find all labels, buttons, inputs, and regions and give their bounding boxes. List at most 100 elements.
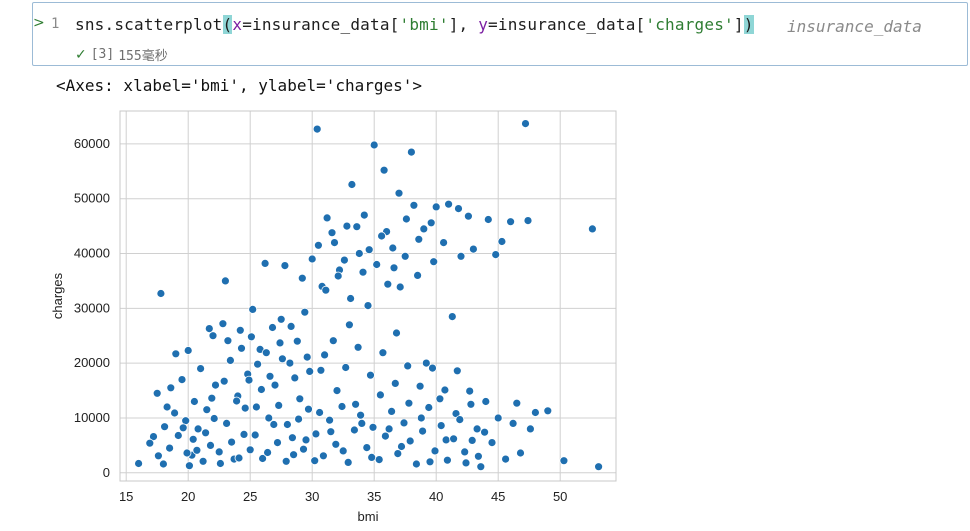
data-point [165,443,175,453]
code-y-expr: =insurance_data[ [488,15,646,34]
code-cell[interactable]: > 1 sns.scatterplot(x=insurance_data['bm… [32,2,968,66]
data-point [523,216,533,226]
data-point [270,380,280,390]
data-point [339,255,349,265]
code-line[interactable]: sns.scatterplot(x=insurance_data['bmi'],… [75,15,754,34]
data-point [337,402,347,411]
data-point [411,459,421,469]
data-point [415,381,425,391]
data-point [192,445,202,455]
data-point [301,435,311,445]
data-point [341,363,351,372]
data-point [235,325,245,335]
data-point [363,301,373,311]
data-point [178,423,188,433]
data-point [215,459,225,468]
data-point [312,124,322,134]
data-point [219,376,229,386]
data-point [145,438,155,448]
data-point [321,285,331,295]
data-point [416,413,426,423]
data-point [295,394,305,404]
x-tick-label: 15 [119,489,133,504]
data-point [460,447,470,457]
data-point [359,210,369,220]
data-point [248,304,258,314]
data-point [465,386,475,396]
data-point [493,413,503,423]
data-point [294,414,304,424]
y-tick-label: 60000 [74,136,110,151]
data-point [322,213,332,223]
plot-frame [119,110,617,482]
data-point [409,200,419,210]
y-tick-label: 40000 [74,246,110,261]
y-tick-label: 10000 [74,410,110,425]
data-point [346,294,356,303]
data-point [211,380,220,390]
data-point [588,224,597,234]
data-point [372,260,382,269]
data-point [413,270,423,280]
data-point [397,442,406,451]
data-point [357,418,367,428]
data-point [399,418,409,428]
data-point [182,448,192,458]
data-point [374,455,384,465]
data-point [343,457,353,467]
data-point [302,352,312,362]
data-point [387,406,397,416]
data-point [193,424,203,434]
execution-count: [3] [90,47,115,62]
x-tick-label: 40 [429,489,443,504]
data-point [377,231,387,241]
data-point [207,393,217,403]
data-point [444,199,454,209]
data-point [414,234,424,244]
data-point [455,415,465,425]
data-point [258,454,268,463]
data-point [347,180,357,189]
data-point [383,279,393,289]
data-point [390,378,400,388]
data-point [277,354,287,364]
data-point [162,402,172,412]
data-point [463,211,473,221]
data-point [268,323,277,332]
data-point [452,366,462,376]
data-point [454,204,463,214]
code-y-string: 'charges' [645,15,734,34]
data-point [189,397,199,406]
data-point [239,429,249,439]
data-point [256,385,266,394]
data-point [439,238,449,248]
data-point [134,459,144,468]
data-point [516,448,525,458]
data-point [388,243,398,253]
run-arrow-icon[interactable]: > [33,15,45,31]
line-number: 1 [51,16,60,32]
data-point [506,217,516,227]
plot-background [120,111,616,481]
y-tick-label: 0 [103,465,110,480]
data-point [332,386,342,396]
data-point [286,321,296,331]
data-point [364,245,374,255]
code-function: sns.scatterplot [75,15,223,34]
data-point [276,314,286,324]
data-point [245,445,255,455]
data-point [246,332,256,342]
data-point [289,450,299,460]
data-point [196,364,206,374]
data-point [435,394,445,404]
data-point [287,433,297,443]
data-point [166,383,176,393]
data-point [313,240,323,250]
data-point [366,370,375,380]
code-y-keyword: y [478,15,489,34]
data-point [501,454,511,464]
data-point [358,267,368,277]
data-point [476,462,486,472]
data-point [405,436,415,446]
data-point [275,338,285,348]
